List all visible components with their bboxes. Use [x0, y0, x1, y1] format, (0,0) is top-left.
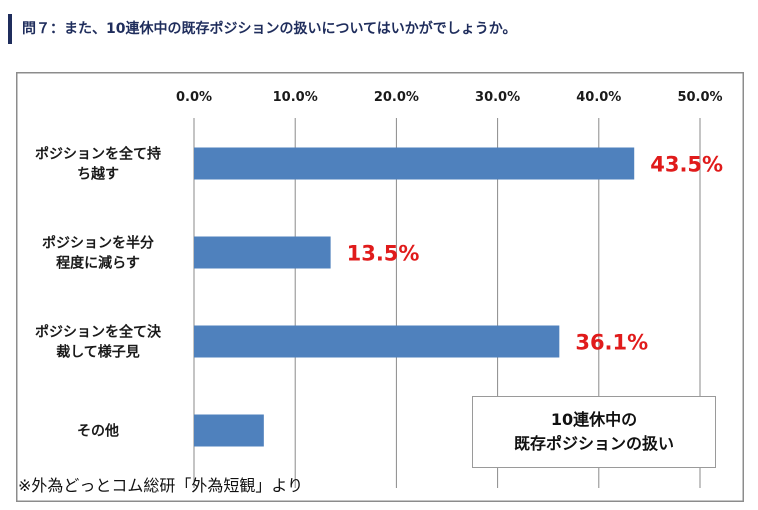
- category-label: ち越す: [77, 166, 119, 183]
- category-label: その他: [77, 423, 119, 440]
- chart-caption-line-1: 10連休中の: [550, 410, 638, 429]
- x-tick-label: 40.0%: [576, 90, 621, 105]
- chart-caption-line-2: 既存ポジションの扱い: [513, 434, 674, 453]
- category-label: ポジションを全て決: [35, 324, 162, 341]
- data-label: 43.5%: [650, 153, 723, 177]
- chart-caption-box: 10連休中の 既存ポジションの扱い: [472, 396, 716, 468]
- x-tick-label: 50.0%: [677, 90, 722, 105]
- category-label: 裁して様子見: [56, 344, 140, 361]
- data-label: 36.1%: [575, 331, 648, 355]
- source-note: ※外為どっとコム総研「外為短観」より: [18, 476, 304, 495]
- x-tick-label: 10.0%: [273, 90, 318, 105]
- bar: [194, 414, 264, 447]
- x-tick-label: 0.0%: [176, 90, 212, 105]
- x-tick-label: 20.0%: [374, 90, 419, 105]
- category-label: 程度に減らす: [56, 255, 140, 272]
- bar: [194, 147, 635, 180]
- data-label: 13.5%: [347, 242, 420, 266]
- x-tick-label: 30.0%: [475, 90, 520, 105]
- category-label: ポジションを全て持: [35, 146, 161, 163]
- bar: [194, 325, 560, 358]
- category-label: ポジションを半分: [42, 235, 154, 252]
- bar: [194, 236, 331, 269]
- question-heading: 問７：また、10連休中の既存ポジションの扱いについてはいかがでしょうか。: [8, 14, 748, 44]
- chart-frame: [16, 72, 744, 502]
